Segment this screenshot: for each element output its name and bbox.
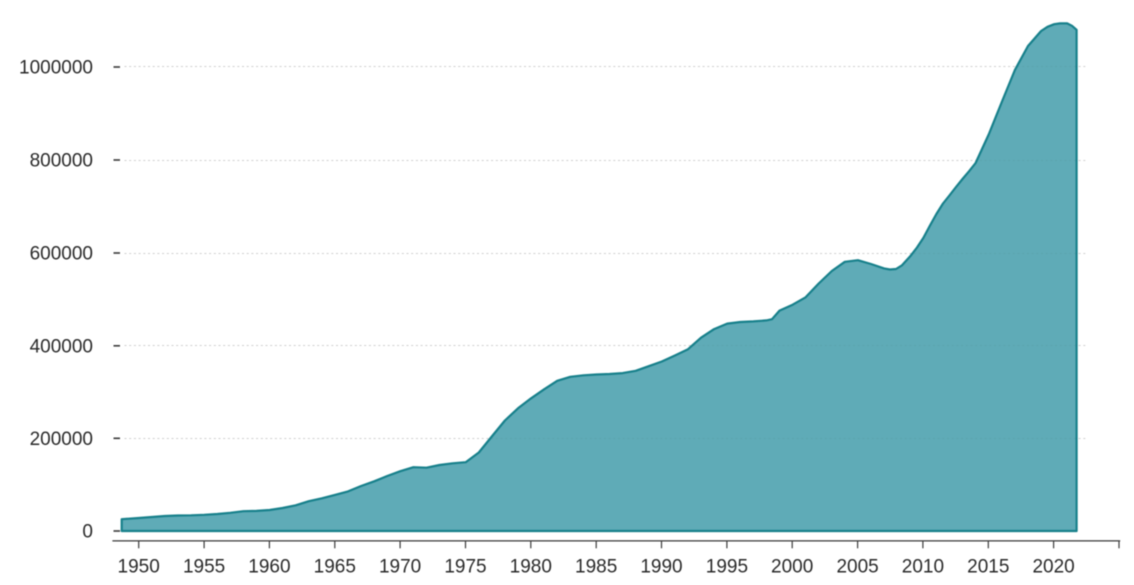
svg-text:1000000: 1000000 bbox=[19, 58, 93, 79]
svg-text:2010: 2010 bbox=[902, 557, 944, 578]
svg-text:1965: 1965 bbox=[314, 557, 356, 578]
svg-text:2000: 2000 bbox=[771, 557, 813, 578]
svg-text:2015: 2015 bbox=[967, 557, 1009, 578]
svg-text:1985: 1985 bbox=[575, 557, 617, 578]
svg-text:1955: 1955 bbox=[183, 557, 225, 578]
svg-text:1995: 1995 bbox=[706, 557, 748, 578]
svg-text:600000: 600000 bbox=[30, 244, 93, 265]
svg-text:800000: 800000 bbox=[30, 151, 93, 172]
svg-text:1990: 1990 bbox=[640, 557, 682, 578]
svg-text:1960: 1960 bbox=[248, 557, 290, 578]
svg-text:2005: 2005 bbox=[836, 557, 878, 578]
svg-text:0: 0 bbox=[82, 522, 93, 543]
svg-text:1975: 1975 bbox=[444, 557, 486, 578]
svg-text:1970: 1970 bbox=[379, 557, 421, 578]
svg-text:1980: 1980 bbox=[510, 557, 552, 578]
svg-text:200000: 200000 bbox=[30, 429, 93, 450]
svg-text:2020: 2020 bbox=[1032, 557, 1074, 578]
svg-text:1950: 1950 bbox=[118, 557, 160, 578]
svg-text:400000: 400000 bbox=[30, 336, 93, 357]
